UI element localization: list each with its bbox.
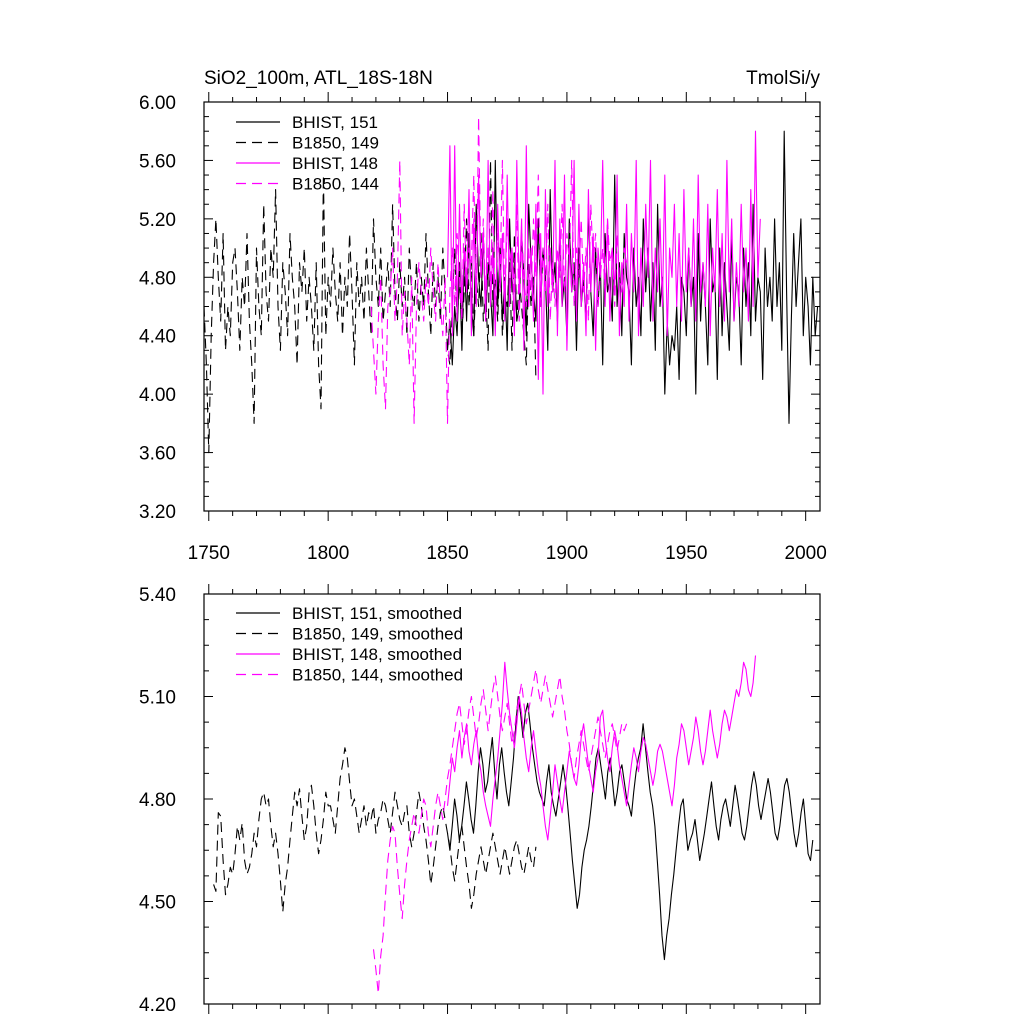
x-tick-label: 2000 <box>785 543 827 564</box>
y-tick-label: 4.50 <box>139 893 176 914</box>
top-title-right: TmolSi/y <box>746 68 820 89</box>
series-line-1 <box>446 695 814 961</box>
y-tick-label: 3.60 <box>139 444 176 465</box>
x-tick-label: 1950 <box>665 543 707 564</box>
x-tick-label: 1900 <box>546 543 588 564</box>
series-line-1 <box>446 130 819 424</box>
top-panel: SiO2_100m, ATL_18S-18N TmolSi/y 3.20 3.60… <box>139 68 827 564</box>
y-tick-label: 4.00 <box>139 385 176 406</box>
series-line-3 <box>446 655 757 841</box>
x-tick-label: 1750 <box>188 543 230 564</box>
series-line-4 <box>372 668 628 995</box>
top-title-left: SiO2_100m, ATL_18S-18N <box>204 68 433 89</box>
legend-label: B1850, 144 <box>292 175 379 194</box>
legend-label: BHIST, 148 <box>292 154 378 173</box>
bottom-legend: BHIST, 151, smoothed B1850, 149, smoothed… <box>236 604 463 685</box>
y-tick-label: 5.20 <box>139 210 176 231</box>
legend-label: B1850, 144, smoothed <box>292 666 463 685</box>
bottom-axis-ticks: 4.20 4.50 4.80 5.10 5.40 <box>139 584 820 1016</box>
legend-label: B1850, 149, smoothed <box>292 625 463 644</box>
series-line-2 <box>213 747 537 913</box>
x-tick-label: 1800 <box>307 543 349 564</box>
legend-label: BHIST, 148, smoothed <box>292 645 462 664</box>
legend-label: B1850, 149 <box>292 134 379 153</box>
y-tick-label: 5.60 <box>139 151 176 172</box>
y-tick-label: 5.10 <box>139 688 176 709</box>
y-tick-label: 4.20 <box>139 995 176 1016</box>
y-tick-label: 4.80 <box>139 790 176 811</box>
legend-label: BHIST, 151, smoothed <box>292 604 462 623</box>
x-tick-label: 1850 <box>426 543 468 564</box>
bottom-series-group <box>213 655 814 995</box>
top-series-group <box>203 116 819 454</box>
series-line-4 <box>370 116 628 424</box>
y-tick-label: 5.40 <box>139 585 176 606</box>
top-axis-ticks: 3.20 3.60 4.00 4.40 4.80 5.20 5.60 6.00 1750 1800… <box>139 92 827 564</box>
y-tick-label: 3.20 <box>139 502 176 523</box>
legend-label: BHIST, 151 <box>292 113 378 132</box>
bottom-panel: 4.20 4.50 4.80 5.10 5.40 BHIST, 151, smoothe… <box>139 584 821 1016</box>
y-tick-label: 4.40 <box>139 327 176 348</box>
y-tick-label: 4.80 <box>139 268 176 289</box>
y-tick-label: 6.00 <box>139 93 176 114</box>
